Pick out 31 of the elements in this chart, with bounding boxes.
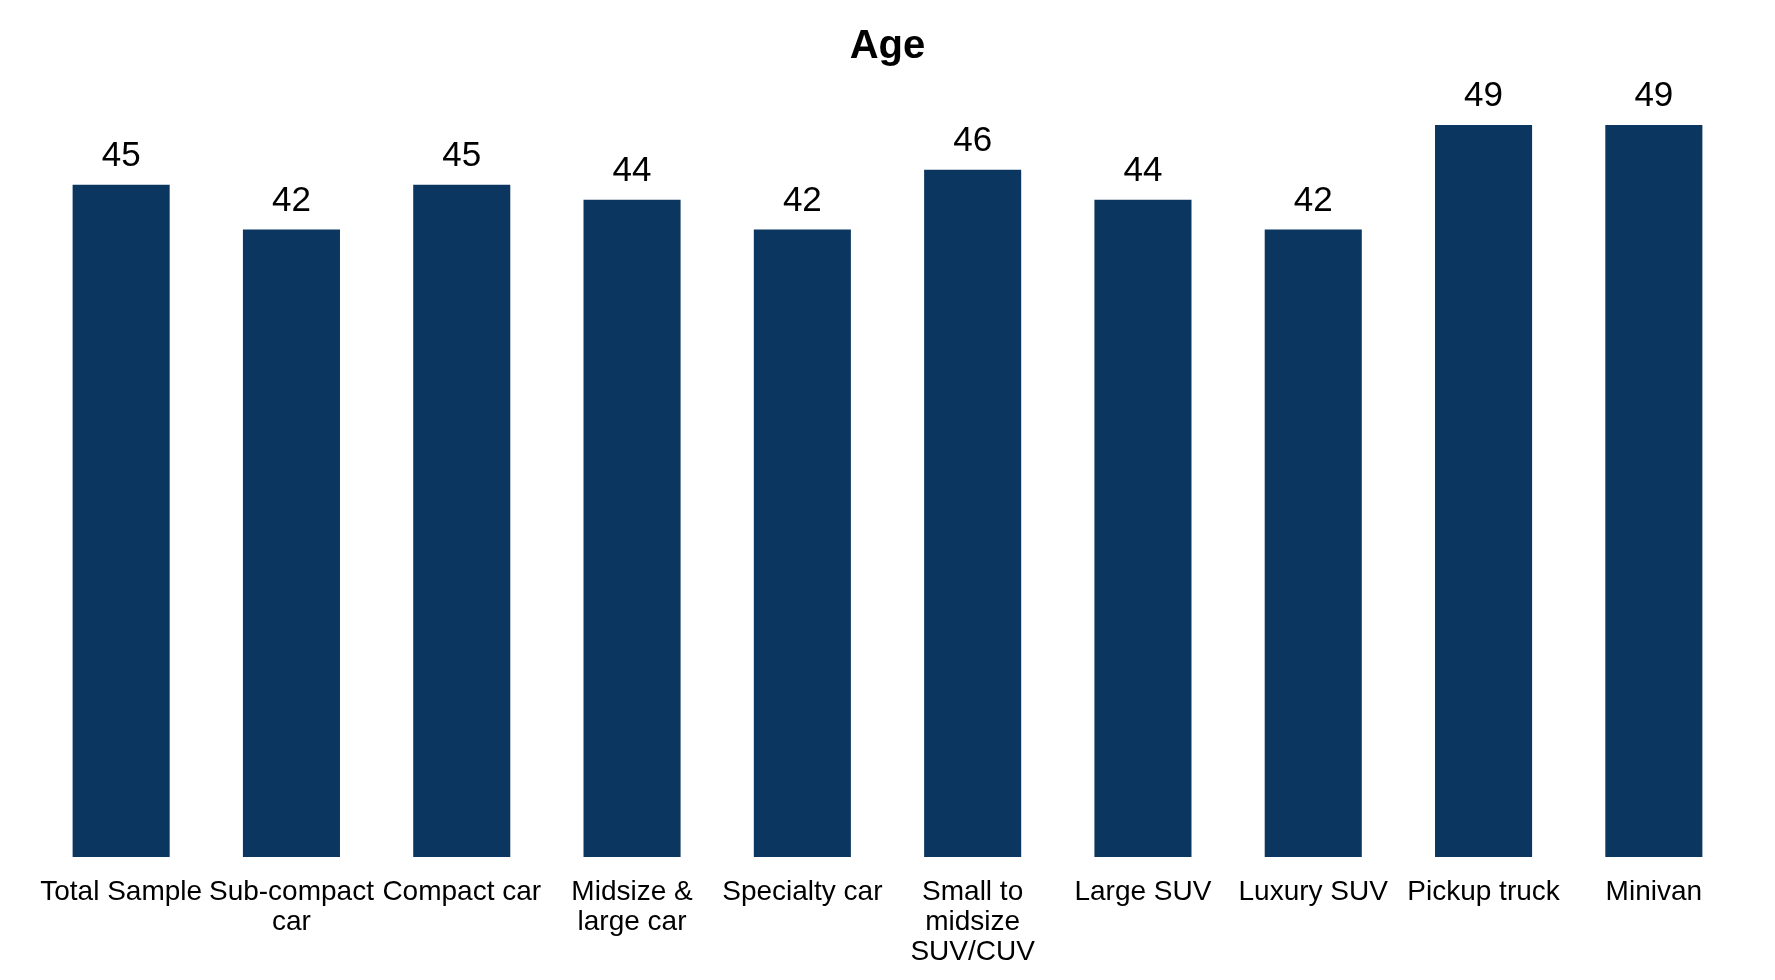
x-tick-label: Large SUV — [1074, 874, 1212, 906]
bar — [1264, 229, 1362, 857]
x-tick-label: Specialty car — [722, 874, 883, 906]
bar — [413, 184, 511, 857]
bar — [72, 184, 170, 857]
bar — [1605, 125, 1703, 857]
bar — [753, 229, 851, 857]
bar — [242, 229, 340, 857]
data-label: 42 — [1293, 178, 1333, 218]
x-tick-label: Pickup truck — [1407, 874, 1561, 906]
data-label: 46 — [953, 118, 993, 158]
x-tick-label: Midsize & large car — [571, 874, 694, 936]
data-label: 49 — [1634, 74, 1674, 113]
x-tick-label: Minivan — [1605, 874, 1703, 906]
data-label: 42 — [782, 178, 822, 218]
data-label: 49 — [1464, 74, 1504, 113]
x-tick-label: Luxury SUV — [1238, 874, 1389, 906]
x-tick-label: Total Sample — [40, 874, 203, 906]
x-tick-label: Small to midsize SUV/CUV — [910, 874, 1036, 966]
data-label: 45 — [442, 133, 482, 173]
chart-title: Age — [849, 22, 926, 66]
data-label: 44 — [1123, 148, 1163, 188]
bar — [583, 199, 681, 857]
data-label: 42 — [271, 178, 311, 218]
x-tick-label: Compact car — [382, 874, 542, 906]
bar — [1094, 199, 1192, 857]
x-tick-label: Sub-compact car — [208, 874, 375, 936]
data-label: 45 — [101, 133, 141, 173]
bar — [924, 169, 1022, 857]
bar — [1435, 125, 1533, 857]
data-label: 44 — [612, 148, 652, 188]
